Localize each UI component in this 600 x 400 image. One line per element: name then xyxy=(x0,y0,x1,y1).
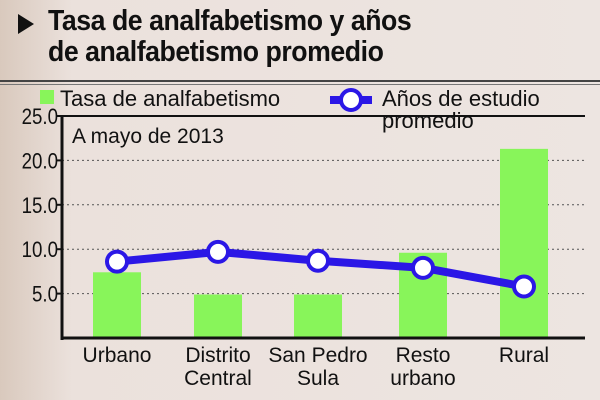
legend-line-marker xyxy=(339,88,363,112)
bar-4 xyxy=(500,148,548,338)
bar-0 xyxy=(93,272,141,338)
legend-line-label: Años de estudio xyxy=(382,86,540,111)
x-label: Central xyxy=(184,367,252,390)
x-label: San Pedro xyxy=(268,344,367,367)
title-triangle-icon xyxy=(18,14,34,34)
bar-1 xyxy=(194,294,242,338)
line-point-0 xyxy=(105,249,129,274)
x-label: Urbano xyxy=(83,344,152,367)
chart-title: Tasa de analfabetismo y años de analfabe… xyxy=(48,5,412,68)
y-tick-label: 10.0 xyxy=(22,239,58,263)
x-label: Sula xyxy=(297,367,339,390)
subtitle: A mayo de 2013 xyxy=(72,125,224,148)
y-tick-label: 15.0 xyxy=(22,194,58,218)
x-label: Resto xyxy=(396,344,451,367)
legend-line-label-2: promedio xyxy=(382,108,474,133)
x-label: urbano xyxy=(390,367,455,390)
line-point-1 xyxy=(206,239,230,264)
x-label: Rural xyxy=(499,344,549,367)
legend-bar-swatch xyxy=(40,90,54,104)
y-tick-label: 25.0 xyxy=(22,106,58,130)
title-line-2: de analfabetismo promedio xyxy=(48,36,384,68)
bar-2 xyxy=(294,294,342,338)
title-divider xyxy=(0,80,600,85)
line-point-4 xyxy=(512,274,536,299)
title-line-1: Tasa de analfabetismo y años xyxy=(48,5,412,37)
y-tick-label: 20.0 xyxy=(22,150,58,174)
line-point-2 xyxy=(306,248,330,273)
x-label: Distrito xyxy=(185,344,250,367)
y-tick-label: 5.0 xyxy=(32,283,58,307)
line-point-3 xyxy=(411,255,435,280)
legend-bar-label: Tasa de analfabetismo xyxy=(60,86,280,111)
